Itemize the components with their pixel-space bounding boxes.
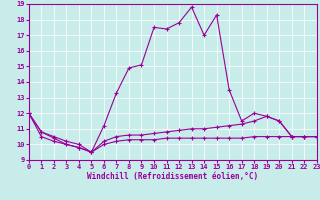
- X-axis label: Windchill (Refroidissement éolien,°C): Windchill (Refroidissement éolien,°C): [87, 172, 258, 181]
